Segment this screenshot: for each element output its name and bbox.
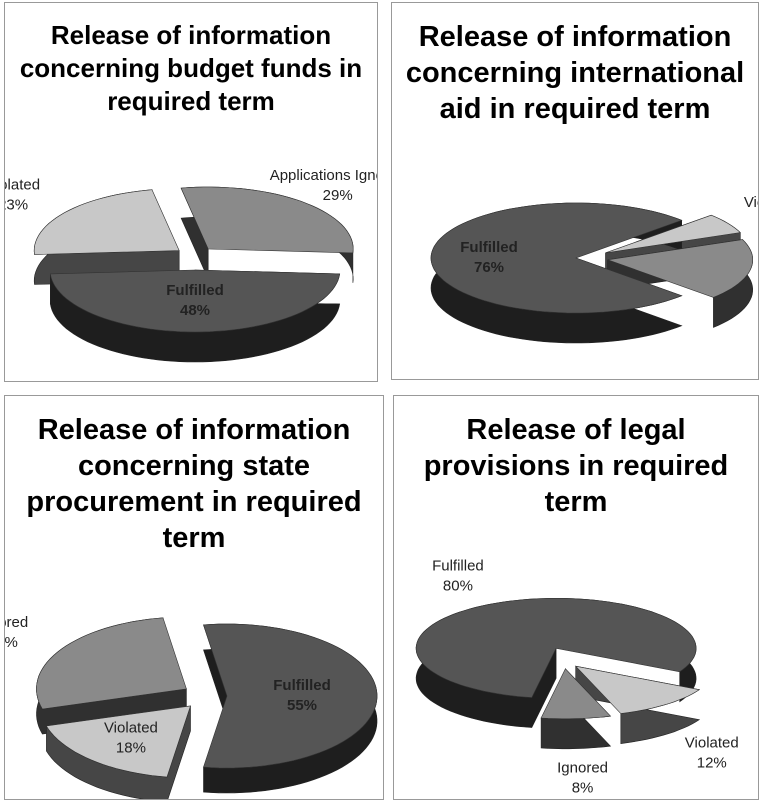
pie-chart: Fulfilled 55% Violated 18% Ignored 27% bbox=[5, 614, 378, 799]
slice-value-label: 48% bbox=[180, 302, 210, 319]
slice-category-label: Violated bbox=[5, 177, 40, 194]
chart-title: Release of information concerning state … bbox=[26, 414, 362, 554]
slice-value-label: 12% bbox=[697, 754, 727, 771]
chart-panel: Fulfilled 80% Violated 12% Ignored 8% Release … bbox=[393, 395, 759, 800]
pie-slice bbox=[36, 617, 187, 710]
slice-value-label: 23% bbox=[5, 197, 28, 214]
pie-slice bbox=[540, 668, 612, 720]
chart-panel: Fulfilled76%Violated6%Ignored18%Release … bbox=[391, 2, 759, 380]
slice-category-label: Ignored bbox=[5, 614, 28, 631]
pie-slice bbox=[45, 705, 191, 778]
slice-value-label: 18% bbox=[116, 739, 146, 756]
slice-value-label: 8% bbox=[572, 780, 594, 797]
slice-category-label: Applications Ignored bbox=[270, 167, 377, 184]
slice-category-label: Ignored bbox=[557, 760, 608, 777]
chart-title: Release of legal provisions in required … bbox=[423, 414, 729, 518]
slice-category-label: Violated bbox=[744, 194, 758, 211]
pie-slice bbox=[415, 598, 697, 698]
slice-category-label: Fulfilled bbox=[273, 677, 331, 694]
chart-panel: Fulfilled 55% Violated 18% Ignored 27% Release… bbox=[4, 395, 384, 800]
slice-value-label: 80% bbox=[443, 577, 473, 594]
slice-category-label: Fulfilled bbox=[460, 239, 518, 256]
chart-panel: Fulfilled 48% Violated 23% Applications Igno… bbox=[4, 2, 378, 382]
chart-title: Release of information concerning budget… bbox=[19, 20, 363, 116]
pie-slice bbox=[430, 202, 683, 314]
slice-value-label: 76% bbox=[474, 259, 504, 276]
pie-slice bbox=[574, 665, 701, 714]
chart-title: Release of information concerning intern… bbox=[405, 21, 745, 125]
pie-slice bbox=[49, 269, 341, 333]
pie-chart: Fulfilled 80% Violated 12% Ignored 8% bbox=[415, 557, 739, 797]
slice-category-label: Fulfilled bbox=[166, 282, 224, 299]
slice-category-label: Violated bbox=[685, 734, 739, 751]
pie-slice bbox=[33, 189, 180, 255]
slice-category-label: Fulfilled bbox=[432, 557, 484, 574]
pie-slice bbox=[605, 214, 741, 254]
slice-value-label: 55% bbox=[287, 697, 317, 714]
slice-value-label: 29% bbox=[323, 187, 353, 204]
slice-category-label: Violated bbox=[104, 719, 158, 736]
pie-slice bbox=[203, 623, 378, 769]
pie-chart: Fulfilled 48% Violated 23% Applications Igno… bbox=[5, 167, 377, 363]
pie-slice bbox=[180, 186, 354, 254]
pie-slice bbox=[607, 239, 754, 298]
slice-value-label: 27% bbox=[5, 634, 18, 651]
